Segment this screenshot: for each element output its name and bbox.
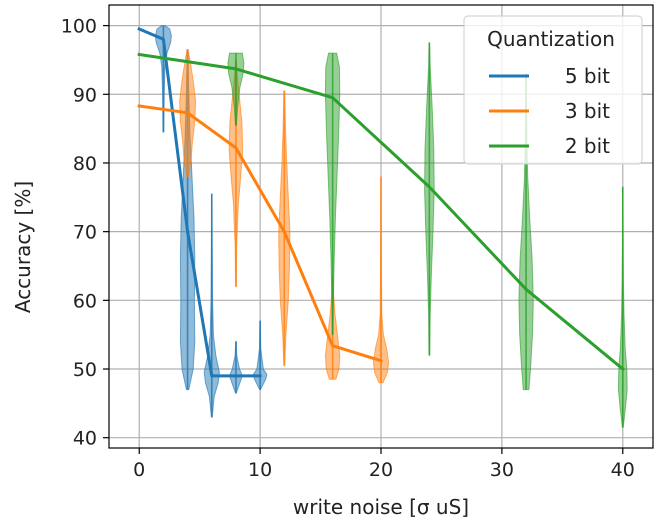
y-tick-label: 70 [73,222,97,244]
axis-ticks: 0 10 20 30 40 40 50 60 70 80 90 100 [61,16,635,481]
x-tick-label: 0 [133,459,145,481]
y-tick-label: 80 [73,153,97,175]
series-line [137,52,625,372]
y-tick-label: 50 [73,359,97,381]
legend-label: 3 bit [565,99,610,123]
series-lines [137,27,625,378]
x-axis-label: write noise [σ uS] [293,495,469,519]
legend-title: Quantization [487,27,615,51]
y-tick-label: 40 [73,428,97,450]
series-line [137,27,262,378]
legend: Quantization 5 bit 3 bit 2 bit [463,15,643,165]
violin-distributions [154,25,628,428]
y-tick-label: 60 [73,290,97,312]
y-tick-label: 90 [73,84,97,106]
x-tick-label: 30 [490,459,514,481]
series-line [137,104,383,363]
x-tick-label: 40 [611,459,635,481]
legend-entries: 5 bit 3 bit 2 bit [489,64,610,158]
legend-label: 5 bit [565,64,610,88]
y-axis-label: Accuracy [%] [11,181,35,313]
legend-label: 2 bit [565,134,610,158]
legend-box [463,15,643,165]
y-tick-label: 100 [61,16,97,38]
x-tick-label: 20 [369,459,393,481]
x-tick-label: 10 [248,459,272,481]
